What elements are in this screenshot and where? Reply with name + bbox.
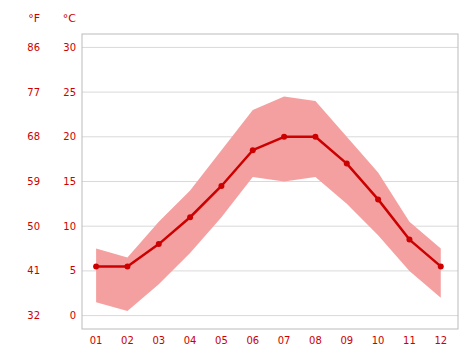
mean-marker bbox=[93, 263, 99, 269]
y-tick-label: 25 bbox=[63, 87, 76, 98]
mean-marker bbox=[124, 263, 130, 269]
mean-marker bbox=[406, 237, 412, 243]
mean-line bbox=[96, 137, 441, 267]
y2-tick-label: 86 bbox=[27, 42, 40, 53]
temperature-band bbox=[96, 97, 441, 312]
plot-area bbox=[93, 97, 444, 312]
grid bbox=[82, 47, 458, 315]
grid-line bbox=[82, 315, 458, 316]
y-tick-label: 0 bbox=[70, 310, 76, 321]
y2-tick-label: 41 bbox=[27, 265, 40, 276]
y2-axis-label: °F bbox=[28, 12, 40, 25]
grid-line bbox=[82, 47, 458, 48]
y-tick-label: 10 bbox=[63, 221, 76, 232]
mean-marker bbox=[156, 241, 162, 247]
y-tick-label: 15 bbox=[63, 176, 76, 187]
grid-line bbox=[82, 181, 458, 182]
x-tick-label: 03 bbox=[152, 335, 165, 346]
mean-marker bbox=[312, 134, 318, 140]
x-tick-label: 09 bbox=[340, 335, 353, 346]
y-axis-label: °C bbox=[63, 12, 77, 25]
plot-frame bbox=[82, 34, 458, 329]
x-tick-label: 07 bbox=[278, 335, 291, 346]
x-tick-label: 02 bbox=[121, 335, 134, 346]
x-tick-label: 01 bbox=[90, 335, 103, 346]
x-tick-label: 10 bbox=[372, 335, 385, 346]
y2-tick-label: 59 bbox=[27, 176, 40, 187]
mean-marker bbox=[250, 147, 256, 153]
mean-marker bbox=[187, 214, 193, 220]
mean-marker bbox=[218, 183, 224, 189]
x-tick-label: 11 bbox=[403, 335, 416, 346]
mean-marker bbox=[281, 134, 287, 140]
x-tick-label: 04 bbox=[184, 335, 197, 346]
x-tick-label: 08 bbox=[309, 335, 322, 346]
x-tick-label: 05 bbox=[215, 335, 228, 346]
chart: 0102030405060708091011120510152025303241… bbox=[0, 0, 474, 355]
y2-tick-label: 77 bbox=[27, 87, 40, 98]
mean-marker bbox=[344, 161, 350, 167]
x-tick-label: 12 bbox=[434, 335, 447, 346]
y2-tick-label: 50 bbox=[27, 221, 40, 232]
y-tick-label: 5 bbox=[70, 265, 76, 276]
grid-line bbox=[82, 92, 458, 93]
mean-marker bbox=[375, 196, 381, 202]
y-tick-label: 30 bbox=[63, 42, 76, 53]
y2-tick-label: 68 bbox=[27, 131, 40, 142]
mean-marker bbox=[438, 263, 444, 269]
y-tick-label: 20 bbox=[63, 131, 76, 142]
x-tick-label: 06 bbox=[246, 335, 259, 346]
y2-tick-label: 32 bbox=[27, 310, 40, 321]
